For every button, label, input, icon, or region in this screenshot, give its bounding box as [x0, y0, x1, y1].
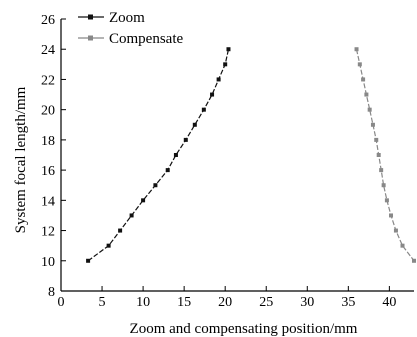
data-point	[361, 77, 366, 82]
data-point	[376, 153, 381, 157]
y-axis-title: System focal length/mm	[13, 86, 29, 233]
data-point	[389, 213, 394, 218]
x-tick-label: 40	[382, 295, 396, 310]
data-point	[86, 258, 91, 263]
series-layer	[86, 47, 416, 263]
legend-item-zoom: Zoom	[78, 10, 145, 26]
axes: 0 5 10 15 20 25 30 35 40 8 10 12 14 16 18 20 22 24 26	[41, 13, 414, 310]
y-tick-label: 22	[41, 73, 55, 88]
y-tick-label: 18	[41, 134, 55, 149]
data-point	[393, 228, 398, 233]
x-tick-label: 0	[58, 295, 65, 310]
y-tick-label: 10	[41, 255, 55, 270]
data-point	[226, 47, 231, 52]
data-point	[129, 213, 134, 218]
x-tick-label: 10	[136, 295, 150, 310]
legend-marker	[88, 35, 93, 41]
data-point	[357, 62, 362, 67]
x-tick-label: 25	[259, 295, 273, 310]
legend-label: Zoom	[109, 10, 145, 26]
data-point	[354, 47, 359, 52]
data-point	[141, 198, 146, 203]
series-line-compensate	[355, 49, 415, 262]
series-line-zoom	[87, 49, 230, 262]
x-tick-label: 20	[218, 295, 232, 310]
data-point	[192, 122, 197, 127]
legend-item-compensate: Compensate	[78, 31, 183, 47]
legend: Zoom Compensate	[78, 10, 183, 47]
data-point	[201, 107, 206, 112]
data-point	[165, 168, 170, 173]
legend-marker	[88, 14, 93, 20]
x-tick-label: 15	[177, 295, 191, 310]
data-point	[384, 198, 389, 203]
y-tick-label: 16	[41, 164, 55, 179]
data-point	[381, 183, 386, 188]
y-tick-label: 12	[41, 225, 55, 240]
y-tick-label: 24	[41, 43, 55, 58]
series-zoom	[86, 47, 231, 263]
data-point	[364, 92, 369, 97]
x-tick-label: 30	[300, 295, 314, 310]
data-point	[370, 122, 375, 127]
data-point	[367, 107, 372, 112]
y-tick-label: 8	[48, 285, 55, 300]
data-point	[216, 77, 221, 82]
data-point	[379, 168, 384, 173]
data-point	[118, 228, 123, 233]
data-point	[223, 62, 228, 67]
data-point	[210, 92, 215, 97]
data-point	[183, 137, 188, 142]
y-tick-label: 20	[41, 104, 55, 119]
y-tick-label: 14	[41, 194, 55, 209]
series-compensate	[354, 47, 416, 263]
data-point	[153, 183, 158, 188]
x-axis-title: Zoom and compensating position/mm	[130, 321, 358, 337]
data-point	[400, 243, 405, 248]
data-point	[106, 243, 111, 248]
data-point	[173, 153, 178, 157]
x-tick-label: 5	[99, 295, 106, 310]
legend-label: Compensate	[109, 31, 183, 47]
data-point	[374, 137, 379, 142]
x-tick-label: 35	[341, 295, 355, 310]
data-point	[412, 258, 416, 263]
y-tick-label: 26	[41, 13, 55, 28]
